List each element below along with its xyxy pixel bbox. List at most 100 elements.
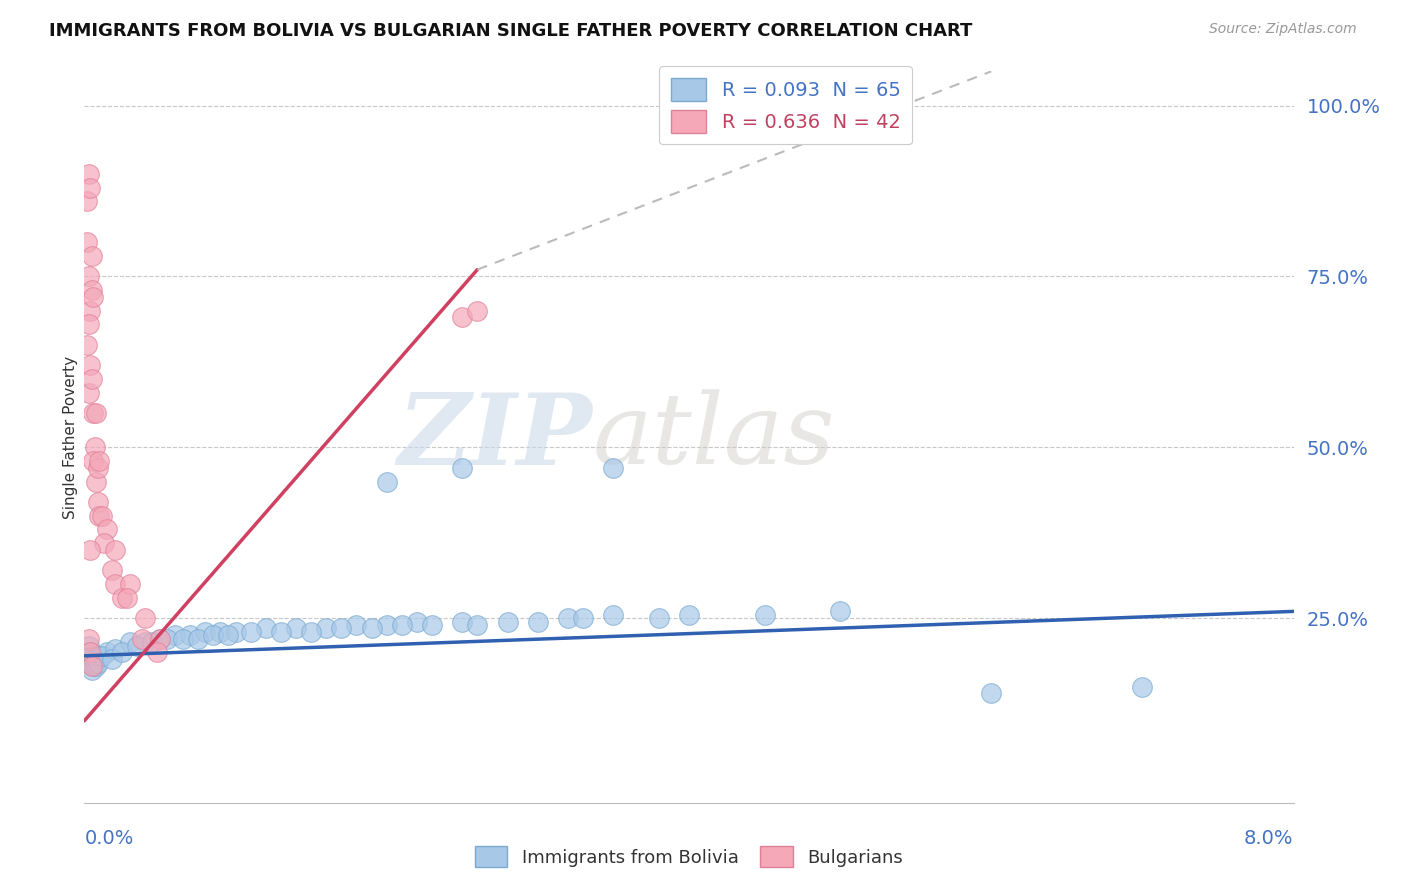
Point: [648, 611, 671, 625]
Point: [496, 615, 519, 629]
Point: [115, 591, 138, 605]
Point: [79, 180, 101, 194]
Text: 8.0%: 8.0%: [1244, 829, 1294, 847]
Point: [467, 618, 489, 632]
Point: [79, 648, 101, 663]
Point: [360, 622, 382, 636]
Point: [77, 167, 100, 181]
Point: [91, 648, 114, 663]
Point: [451, 460, 474, 475]
Point: [82, 659, 104, 673]
Point: [225, 624, 247, 639]
Point: [111, 591, 134, 605]
Point: [87, 656, 110, 670]
Point: [104, 542, 127, 557]
Point: [84, 652, 107, 666]
Point: [127, 639, 149, 653]
Point: [80, 652, 103, 666]
Point: [82, 648, 104, 663]
Point: [375, 618, 398, 632]
Point: [91, 508, 114, 523]
Point: [80, 372, 103, 386]
Point: [111, 645, 134, 659]
Point: [79, 542, 101, 557]
Point: [1132, 680, 1154, 694]
Point: [87, 460, 110, 475]
Point: [77, 656, 100, 670]
Point: [104, 642, 127, 657]
Text: ZIP: ZIP: [398, 389, 592, 485]
Point: [830, 604, 852, 618]
Point: [315, 622, 337, 636]
Point: [79, 645, 101, 659]
Point: [467, 303, 489, 318]
Point: [80, 663, 103, 677]
Point: [194, 624, 217, 639]
Point: [79, 359, 101, 373]
Point: [76, 235, 98, 250]
Text: atlas: atlas: [592, 390, 835, 484]
Point: [100, 563, 122, 577]
Point: [451, 310, 474, 325]
Point: [86, 475, 108, 489]
Point: [346, 618, 368, 632]
Point: [557, 611, 579, 625]
Point: [82, 290, 104, 304]
Point: [77, 318, 100, 332]
Point: [84, 656, 107, 670]
Point: [77, 639, 100, 653]
Text: Source: ZipAtlas.com: Source: ZipAtlas.com: [1209, 22, 1357, 37]
Point: [76, 648, 98, 663]
Point: [572, 611, 595, 625]
Point: [79, 645, 101, 659]
Point: [77, 269, 100, 284]
Text: IMMIGRANTS FROM BOLIVIA VS BULGARIAN SINGLE FATHER POVERTY CORRELATION CHART: IMMIGRANTS FROM BOLIVIA VS BULGARIAN SIN…: [49, 22, 973, 40]
Point: [76, 338, 98, 352]
Point: [285, 622, 308, 636]
Point: [77, 385, 100, 400]
Point: [217, 628, 239, 642]
Point: [146, 645, 169, 659]
Point: [239, 624, 262, 639]
Point: [420, 618, 443, 632]
Point: [118, 635, 141, 649]
Point: [754, 607, 776, 622]
Point: [82, 454, 104, 468]
Point: [76, 194, 98, 209]
Point: [87, 495, 110, 509]
Point: [80, 283, 103, 297]
Point: [134, 611, 156, 625]
Point: [100, 652, 122, 666]
Point: [118, 577, 141, 591]
Y-axis label: Single Father Poverty: Single Father Poverty: [63, 356, 77, 518]
Point: [179, 628, 201, 642]
Point: [209, 624, 232, 639]
Point: [93, 536, 115, 550]
Point: [131, 632, 153, 646]
Point: [79, 303, 101, 318]
Point: [149, 632, 172, 646]
Point: [89, 454, 111, 468]
Text: 0.0%: 0.0%: [84, 829, 134, 847]
Point: [165, 628, 187, 642]
Point: [104, 577, 127, 591]
Point: [86, 406, 108, 420]
Point: [80, 249, 103, 263]
Point: [86, 659, 108, 673]
Point: [391, 618, 413, 632]
Point: [602, 607, 624, 622]
Point: [406, 615, 429, 629]
Point: [270, 624, 292, 639]
Point: [375, 475, 398, 489]
Point: [82, 406, 104, 420]
Point: [451, 615, 474, 629]
Point: [527, 615, 550, 629]
Point: [172, 632, 194, 646]
Point: [84, 440, 107, 454]
Point: [156, 632, 179, 646]
Point: [141, 635, 163, 649]
Point: [330, 622, 353, 636]
Point: [254, 622, 277, 636]
Point: [980, 686, 1002, 700]
Point: [77, 632, 100, 646]
